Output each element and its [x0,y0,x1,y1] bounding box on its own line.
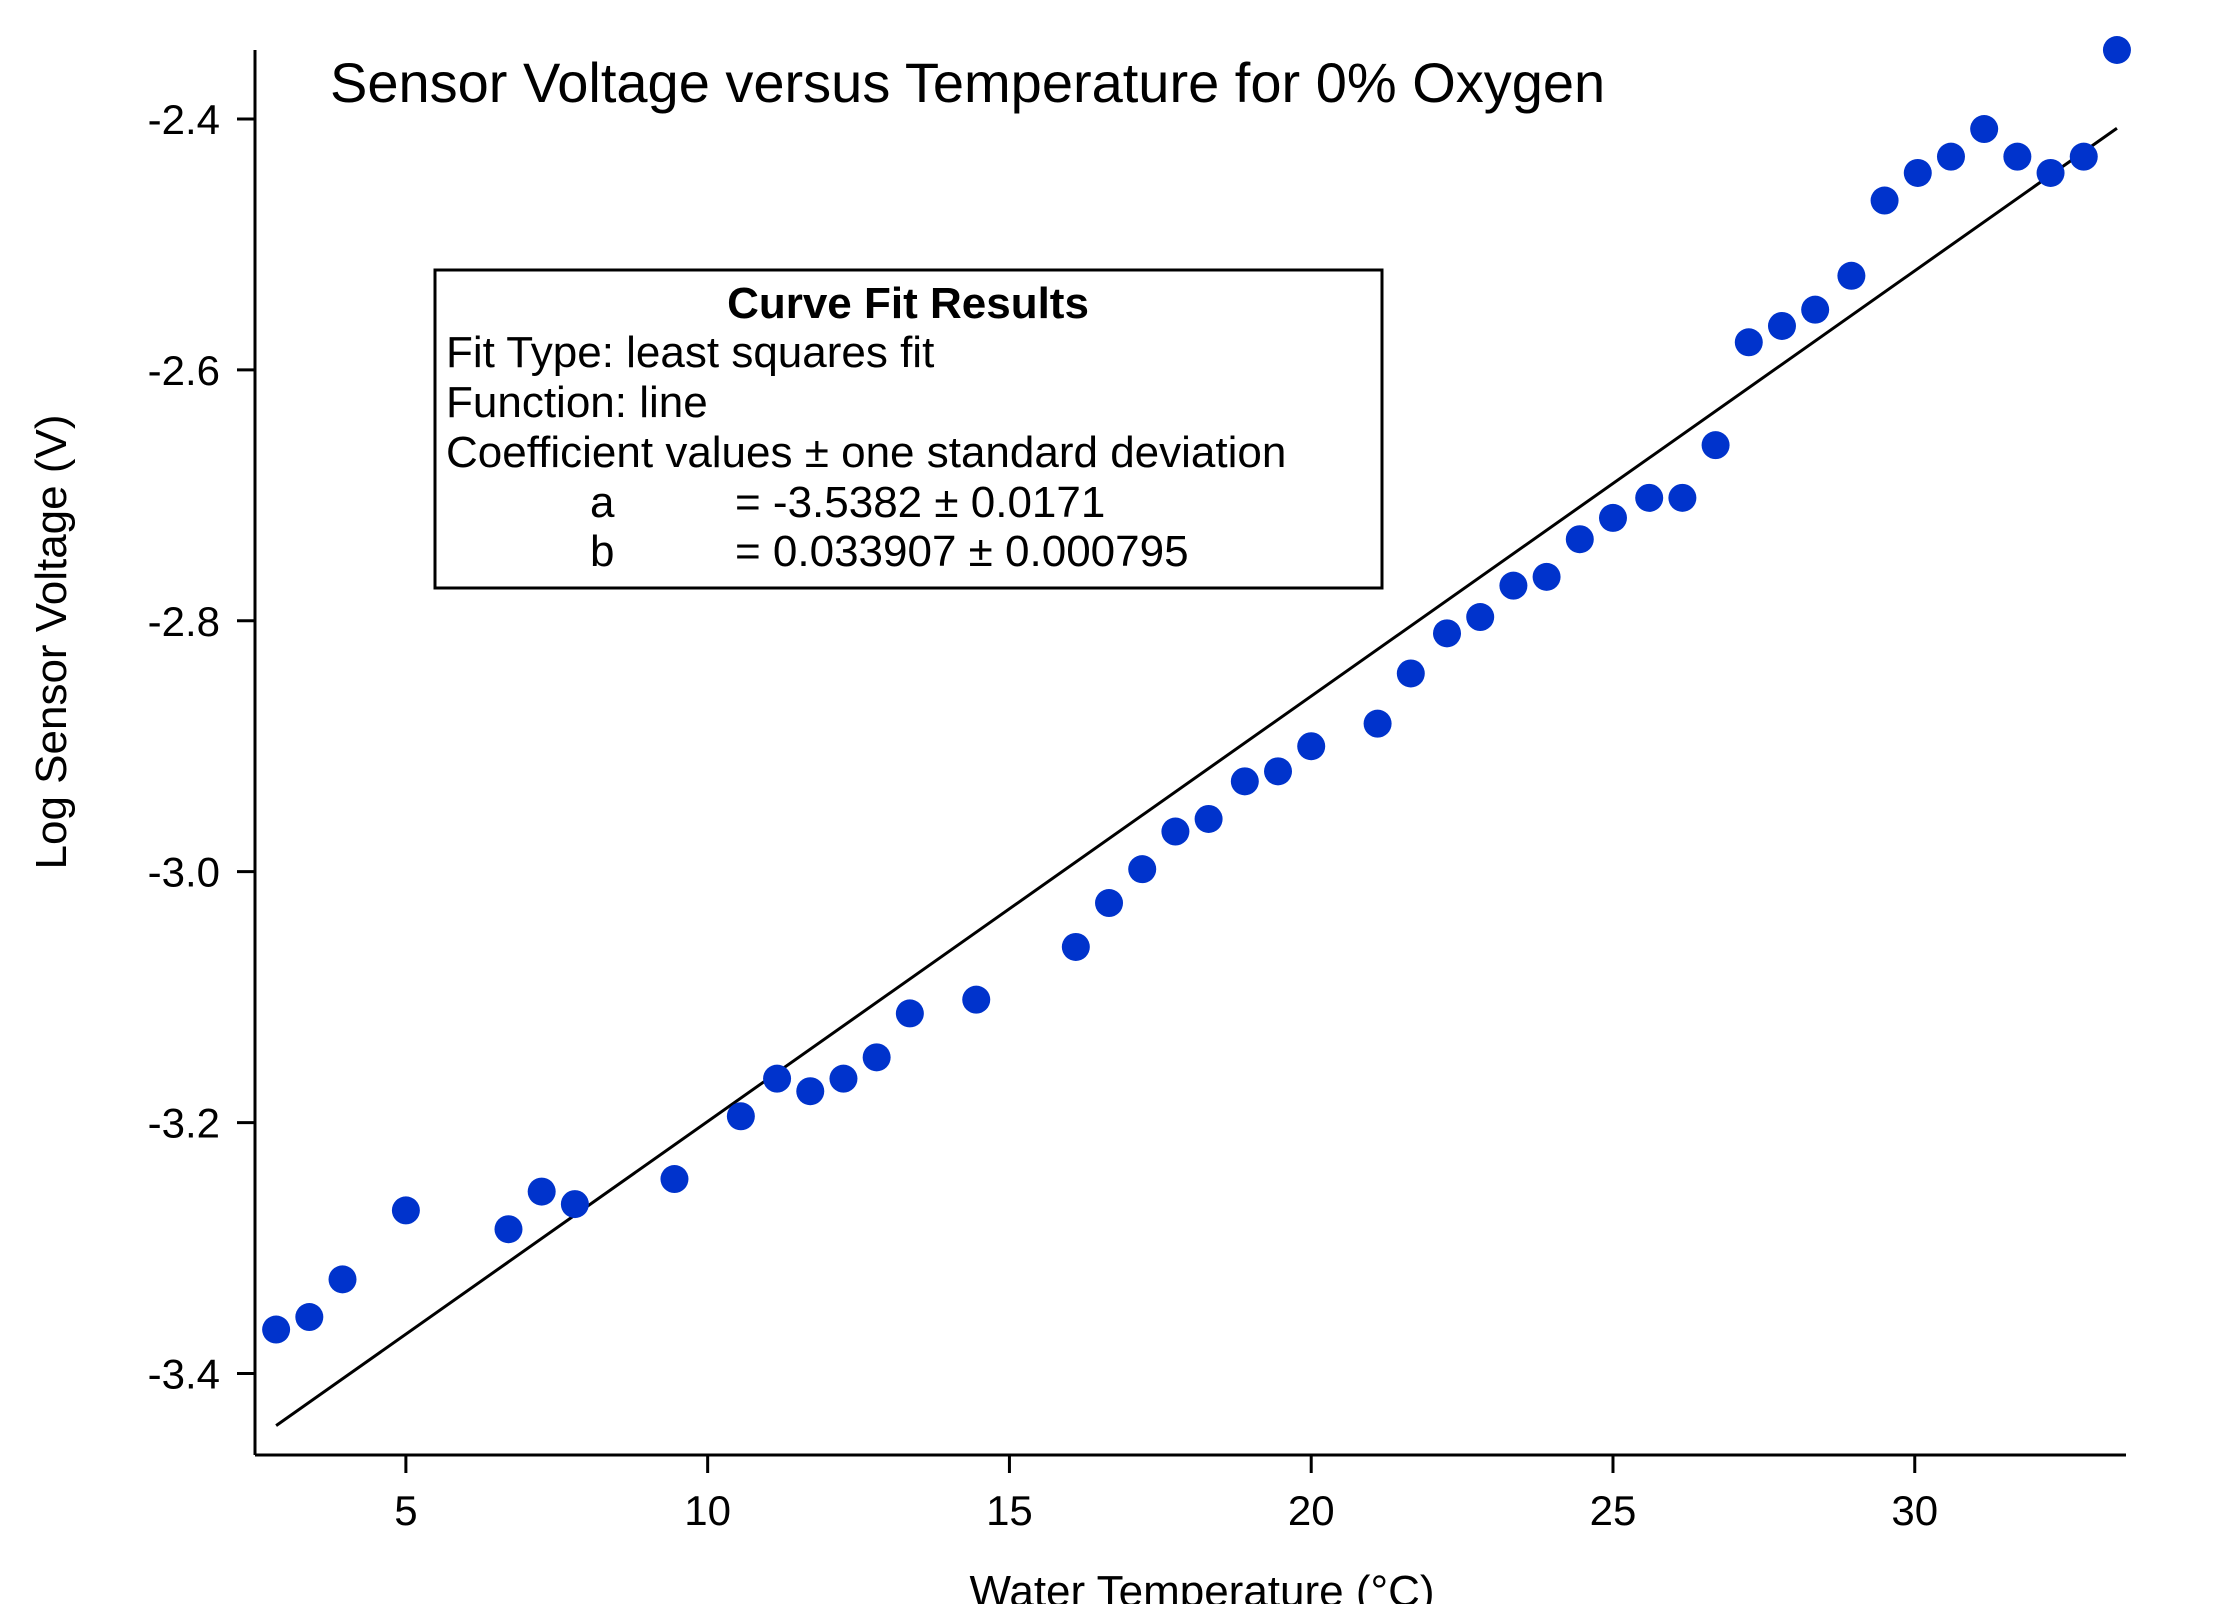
data-point [1363,709,1392,738]
data-points [262,36,2131,1344]
x-tick-label: 10 [684,1487,731,1534]
coefficient-a-name: a [590,478,615,527]
data-point [1565,525,1594,554]
data-point [660,1165,689,1194]
data-point [1230,767,1259,796]
data-point [1396,659,1425,688]
data-point [1936,142,1965,171]
data-point [1128,855,1157,884]
data-point [1532,562,1561,591]
data-point [2003,142,2032,171]
x-tick-label: 5 [394,1487,417,1534]
data-point [1668,483,1697,512]
chart-title: Sensor Voltage versus Temperature for 0%… [330,51,1605,114]
data-point [1061,932,1090,961]
data-point [1194,804,1223,833]
data-point [1801,295,1830,324]
coefficient-header-line: Coefficient values ± one standard deviat… [446,428,1286,477]
data-point [295,1303,324,1332]
data-point [895,999,924,1028]
data-point [1870,186,1899,215]
data-point [262,1315,291,1344]
coefficient-b-name: b [590,527,614,576]
data-point [391,1196,420,1225]
data-point [1095,889,1124,918]
coefficient-a-value: = -3.5382 ± 0.0171 [735,478,1105,527]
data-point [328,1265,357,1294]
y-tick-label: -2.8 [148,598,220,645]
data-point [1264,757,1293,786]
y-axis-label: Log Sensor Voltage (V) [27,415,76,870]
y-tick-label: -3.2 [148,1100,220,1147]
data-point [2036,158,2065,187]
data-point [796,1077,825,1106]
data-point [1734,328,1763,357]
data-point [1635,483,1664,512]
data-point [829,1064,858,1093]
y-tick-label: -3.4 [148,1350,220,1397]
y-tick-label: -2.4 [148,96,220,143]
data-point [1701,431,1730,460]
data-point [2102,36,2131,64]
data-point [763,1064,792,1093]
y-tick-label: -3.0 [148,849,220,896]
coefficient-b-value: = 0.033907 ± 0.000795 [735,527,1189,576]
y-tick-label: -2.6 [148,347,220,394]
data-point [1433,619,1462,648]
data-point [1499,571,1528,600]
data-point [1903,158,1932,187]
fit-box-border [433,268,1384,590]
data-point [1837,261,1866,290]
x-ticks: 5 10 15 20 25 30 [394,1455,1938,1534]
data-point [962,985,991,1014]
data-point [1598,503,1627,532]
x-tick-label: 25 [1590,1487,1637,1534]
data-point [1161,817,1190,846]
curve-fit-results-box: Curve Fit Results Fit Type: least square… [433,268,1384,590]
data-point [1297,732,1326,761]
fit-type-line: Fit Type: least squares fit [446,328,934,377]
axes [253,50,2126,1457]
function-line: Function: line [446,378,708,427]
x-tick-label: 30 [1891,1487,1938,1534]
data-point [494,1215,523,1244]
data-point [1970,115,1999,144]
x-axis-label: Water Temperature (°C) [969,1567,1434,1604]
fit-box-title: Curve Fit Results [727,279,1089,328]
x-tick-label: 15 [986,1487,1033,1534]
data-point [726,1102,755,1131]
data-point [862,1043,891,1072]
data-point [1466,603,1495,632]
data-point [1767,311,1796,340]
x-tick-label: 20 [1288,1487,1335,1534]
y-ticks: -3.4 -3.2 -3.0 -2.8 -2.6 -2.4 [148,96,255,1397]
data-point [560,1190,589,1219]
data-point [527,1177,556,1206]
data-point [2069,142,2098,171]
